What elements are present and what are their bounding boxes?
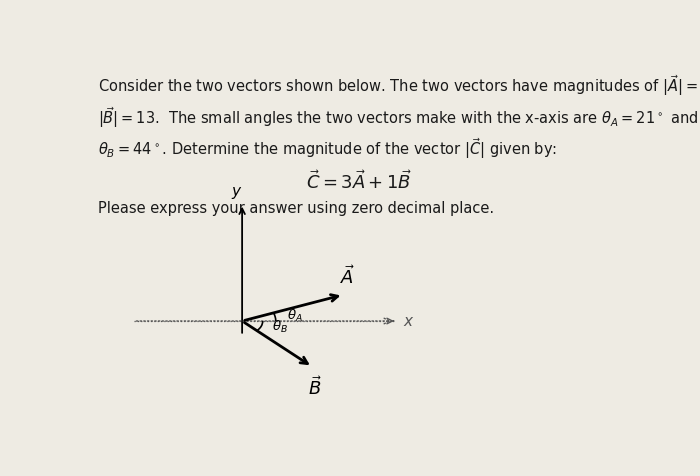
Text: $\theta_B = 44^\circ$. Determine the magnitude of the vector $|\vec{C}|$ given b: $\theta_B = 44^\circ$. Determine the mag… bbox=[98, 136, 557, 161]
Text: y: y bbox=[231, 184, 240, 199]
Text: $\vec{A}$: $\vec{A}$ bbox=[340, 265, 356, 288]
Text: $\vec{C} = 3\vec{A} + 1\vec{B}$: $\vec{C} = 3\vec{A} + 1\vec{B}$ bbox=[306, 170, 412, 193]
Text: Consider the two vectors shown below. The two vectors have magnitudes of $|\vec{: Consider the two vectors shown below. Th… bbox=[98, 74, 700, 99]
Text: Please express your answer using zero decimal place.: Please express your answer using zero de… bbox=[98, 201, 494, 217]
Text: $\theta_A$: $\theta_A$ bbox=[287, 308, 302, 324]
Text: x: x bbox=[404, 314, 413, 328]
Text: $\theta_B$: $\theta_B$ bbox=[272, 319, 288, 336]
Text: $\vec{B}$: $\vec{B}$ bbox=[308, 376, 322, 399]
Text: $|\vec{B}| = 13$.  The small angles the two vectors make with the x-axis are $\t: $|\vec{B}| = 13$. The small angles the t… bbox=[98, 105, 699, 129]
